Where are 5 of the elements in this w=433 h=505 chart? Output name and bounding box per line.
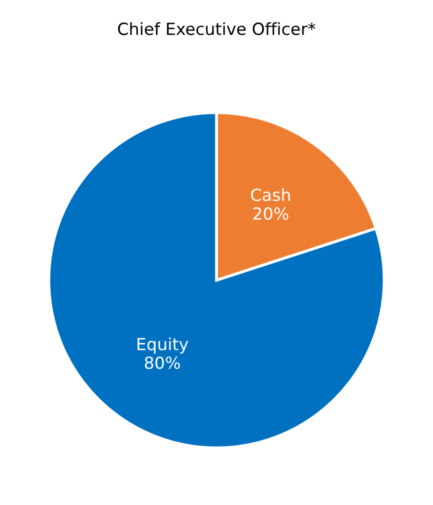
chart-title: Chief Executive Officer*	[118, 22, 316, 36]
slice-label: Cash	[251, 188, 290, 202]
data-label: 80%	[144, 356, 180, 370]
data-label: 20%	[253, 207, 288, 220]
slice-label: Equity	[138, 337, 188, 354]
